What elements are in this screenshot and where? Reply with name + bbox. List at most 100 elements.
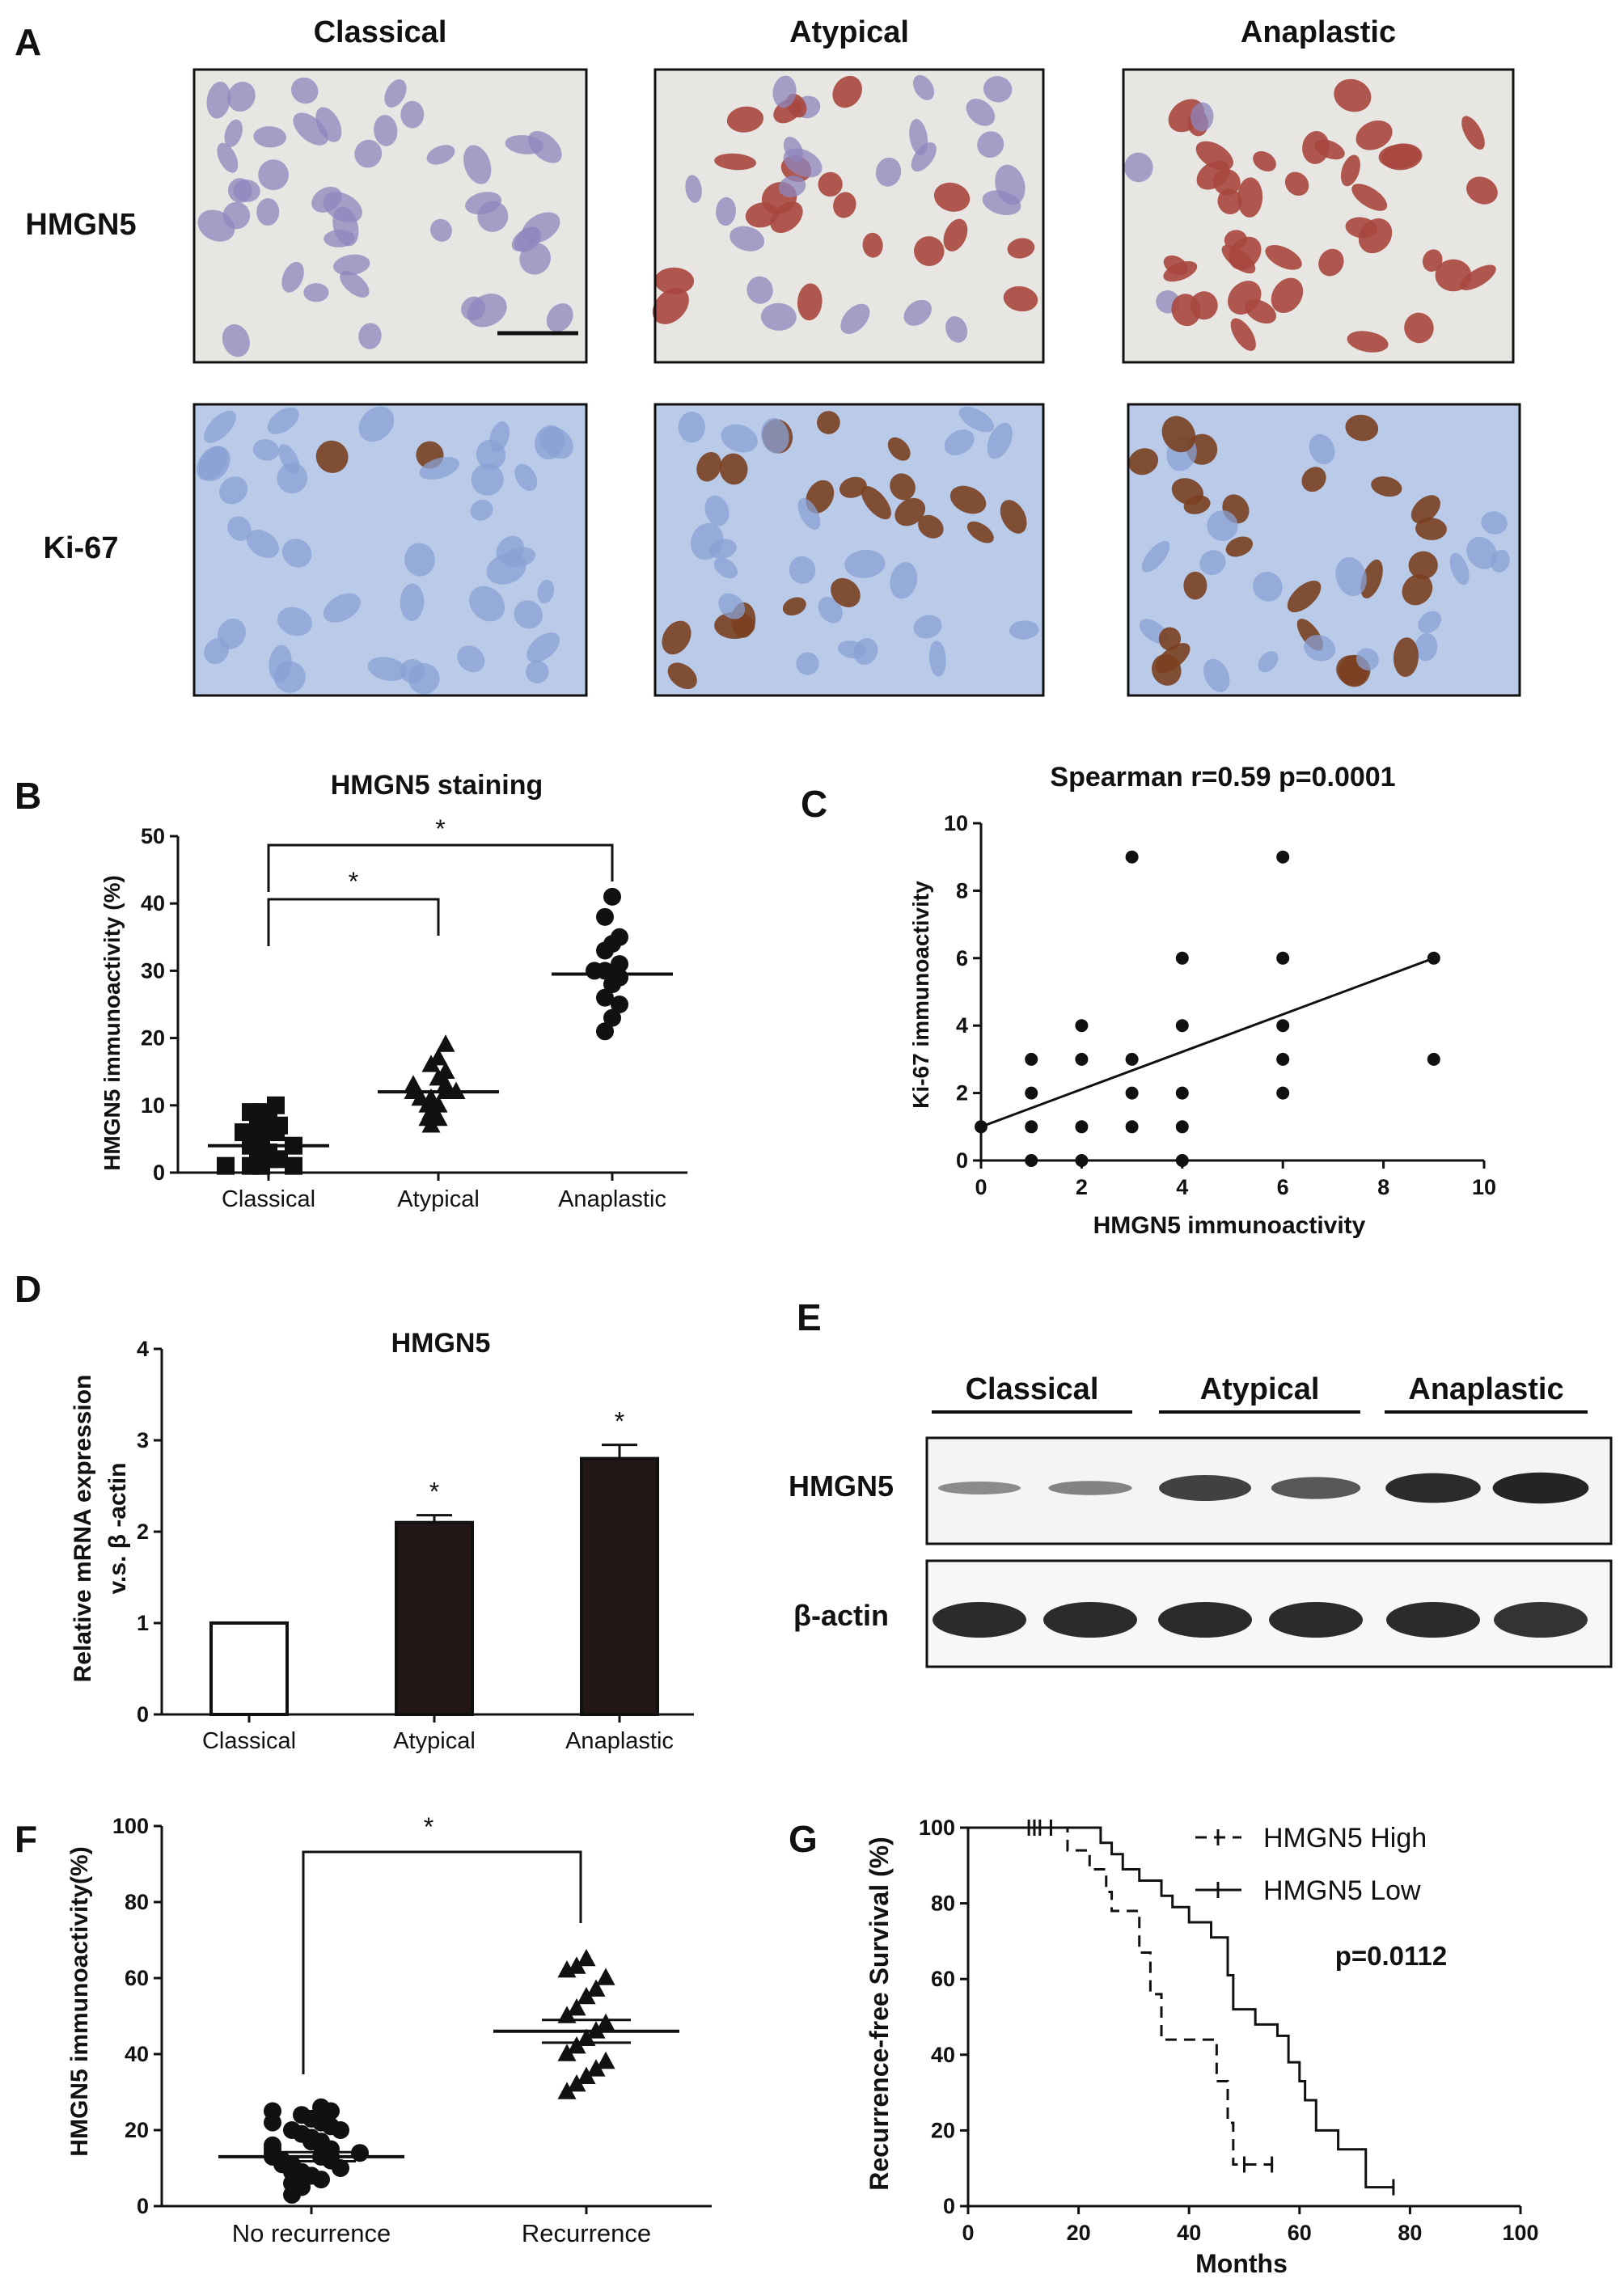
y-axis-label: HMGN5 immunoactivity (%) bbox=[99, 875, 125, 1171]
y-tick-label: 80 bbox=[125, 1890, 149, 1914]
legend-label: HMGN5 Low bbox=[1263, 1875, 1421, 1906]
stained-nucleus bbox=[1245, 299, 1277, 324]
blot-row-label-hmgn5: HMGN5 bbox=[789, 1469, 894, 1503]
data-point bbox=[975, 1120, 988, 1134]
data-point bbox=[586, 962, 603, 980]
nucleus bbox=[982, 190, 1021, 215]
nucleus bbox=[840, 303, 870, 334]
x-tick-label: No recurrence bbox=[232, 2219, 391, 2247]
data-point bbox=[1276, 1086, 1290, 1100]
nucleus bbox=[227, 81, 256, 112]
stained-nucleus bbox=[1334, 78, 1372, 112]
stained-nucleus bbox=[1404, 312, 1434, 344]
nucleus bbox=[281, 261, 304, 293]
data-point bbox=[567, 2035, 586, 2054]
panel-f-chart: F HMGN5 immunoactivity(%) 0 20 40 60 80 100 No r… bbox=[15, 1812, 712, 2247]
nucleus bbox=[246, 530, 279, 558]
micrograph-frame bbox=[1127, 403, 1521, 697]
nucleus bbox=[340, 270, 370, 298]
y-tick-label: 0 bbox=[153, 1160, 165, 1185]
nucleus bbox=[477, 201, 509, 232]
stained-nucleus bbox=[1393, 637, 1419, 678]
y-axis-label: Recurrence-free Survival (%) bbox=[865, 1837, 894, 2191]
data-point bbox=[1075, 1120, 1089, 1134]
y-tick-label: 40 bbox=[141, 891, 165, 915]
nucleus bbox=[354, 139, 383, 168]
panel-g-chart: G Recurrence-free Survival (%) Months 0 20 40… bbox=[789, 1816, 1539, 2278]
micrograph-frame bbox=[192, 68, 588, 364]
y-tick-label: 4 bbox=[137, 1337, 149, 1361]
data-point bbox=[1025, 1086, 1038, 1100]
panel-letter-b: B bbox=[15, 775, 41, 817]
y-tick-label: 6 bbox=[956, 946, 968, 970]
nucleus bbox=[537, 579, 555, 604]
nucleus bbox=[708, 539, 737, 559]
stained-nucleus bbox=[833, 192, 856, 218]
y-tick-label: 8 bbox=[956, 878, 968, 903]
nucleus bbox=[713, 557, 738, 579]
blot-band bbox=[1492, 1472, 1589, 1504]
data-point bbox=[596, 2013, 615, 2031]
stained-nucleus bbox=[861, 485, 891, 520]
stained-nucleus bbox=[1000, 500, 1027, 534]
nucleus bbox=[457, 645, 485, 673]
nucleus bbox=[514, 600, 543, 629]
bar bbox=[580, 1456, 659, 1716]
data-point bbox=[557, 2044, 577, 2061]
nucleus bbox=[224, 119, 243, 147]
data-point bbox=[596, 988, 614, 1007]
stained-nucleus bbox=[1003, 285, 1038, 312]
stained-nucleus bbox=[1402, 573, 1433, 606]
data-point bbox=[577, 1986, 596, 2005]
blot-band bbox=[1158, 1602, 1252, 1638]
stained-nucleus bbox=[966, 521, 994, 543]
nucleus bbox=[721, 424, 758, 453]
nucleus bbox=[293, 112, 328, 146]
nucleus bbox=[197, 209, 235, 242]
y-axis-label: HMGN5 immunoactivity(%) bbox=[66, 1846, 93, 2156]
stained-nucleus bbox=[832, 75, 862, 108]
nucleus bbox=[928, 640, 946, 677]
stained-nucleus bbox=[1410, 495, 1440, 524]
data-point bbox=[1075, 1019, 1089, 1033]
stained-nucleus bbox=[1265, 245, 1302, 270]
nucleus bbox=[678, 412, 706, 443]
nucleus bbox=[944, 429, 975, 456]
stained-nucleus bbox=[1183, 571, 1207, 600]
nucleus bbox=[374, 115, 398, 146]
nucleus bbox=[730, 226, 765, 252]
blot-group-label: Anaplastic bbox=[1408, 1372, 1563, 1406]
nucleus bbox=[219, 476, 248, 505]
nucleus bbox=[911, 142, 937, 172]
stained-nucleus bbox=[714, 153, 757, 171]
nucleus bbox=[426, 145, 455, 165]
nucleus bbox=[1418, 611, 1442, 633]
panel-letter-d: D bbox=[15, 1268, 41, 1310]
stained-nucleus bbox=[1351, 184, 1388, 211]
nucleus bbox=[685, 175, 702, 203]
blot-band bbox=[1494, 1602, 1588, 1638]
data-point bbox=[577, 1948, 596, 1967]
blot-band bbox=[1271, 1477, 1361, 1499]
nucleus bbox=[196, 446, 228, 481]
data-point bbox=[1276, 1052, 1290, 1066]
nucleus bbox=[546, 303, 573, 332]
significance-mark: * bbox=[435, 814, 445, 843]
data-point bbox=[577, 2066, 596, 2084]
data-point bbox=[429, 1047, 448, 1066]
stained-nucleus bbox=[1466, 176, 1498, 205]
nucleus bbox=[503, 547, 536, 568]
data-point bbox=[1427, 1052, 1440, 1066]
nucleus bbox=[718, 593, 746, 619]
nucleus bbox=[778, 175, 806, 197]
data-point bbox=[586, 1979, 606, 1997]
x-tick-label: Classical bbox=[202, 1728, 296, 1754]
micrograph-frame bbox=[1122, 68, 1515, 364]
nucleus bbox=[519, 243, 551, 275]
nucleus bbox=[1141, 540, 1170, 573]
stained-nucleus bbox=[1287, 581, 1322, 613]
panel-letter-a: A bbox=[15, 21, 41, 63]
stained-nucleus bbox=[943, 218, 968, 252]
data-point bbox=[557, 2082, 577, 2099]
x-tick-label: 100 bbox=[1502, 2221, 1538, 2245]
